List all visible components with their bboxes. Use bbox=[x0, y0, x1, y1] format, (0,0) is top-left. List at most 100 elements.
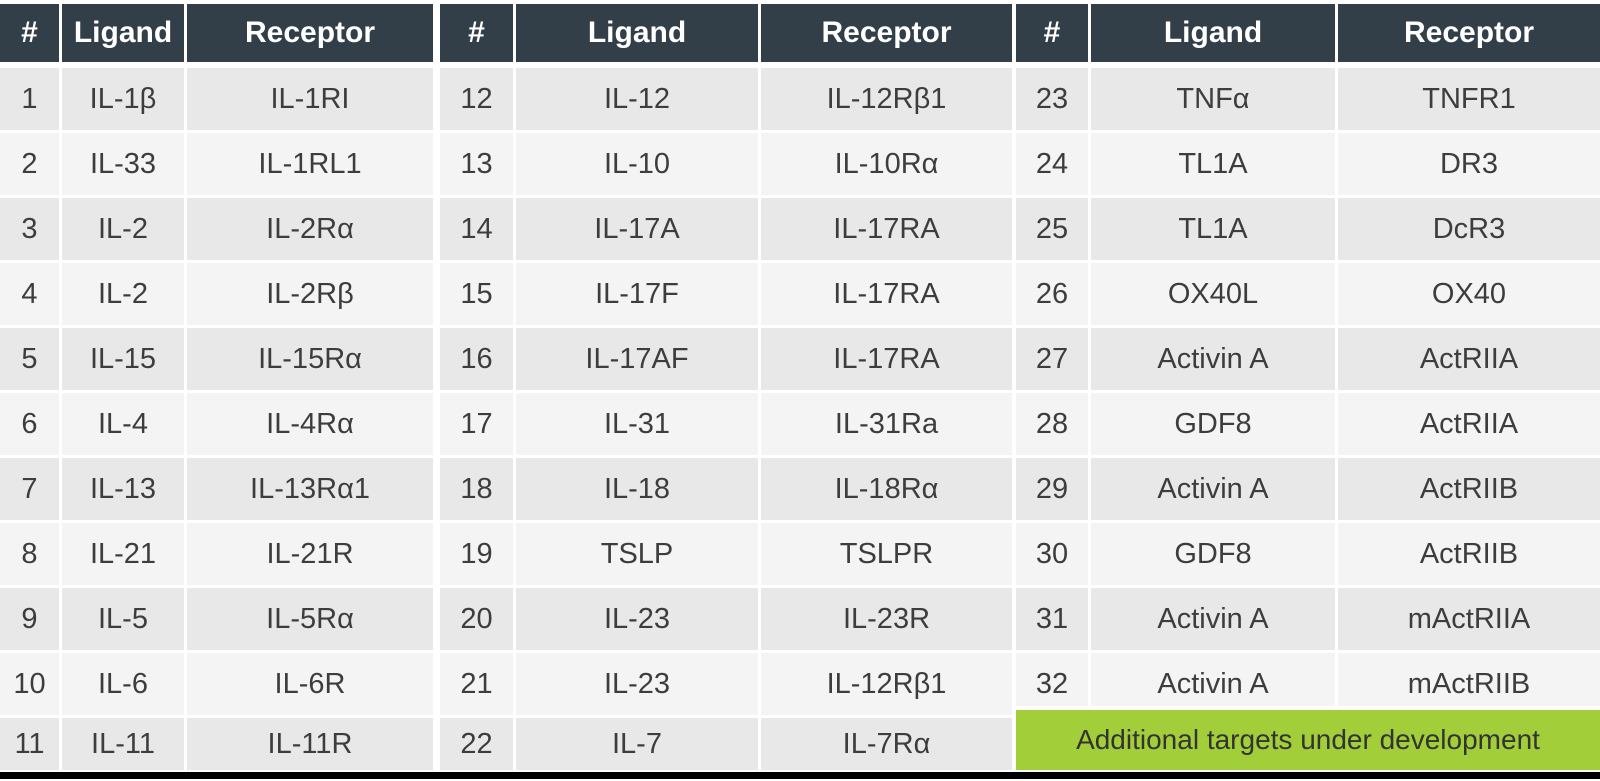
header-row: # Ligand Receptor bbox=[0, 4, 433, 62]
cell-receptor: mActRIIA bbox=[1338, 588, 1600, 650]
table-row: 5 IL-15 IL-15Rα bbox=[0, 328, 433, 390]
cell-ligand: IL-11 bbox=[62, 718, 184, 770]
cell-receptor: IL-15Rα bbox=[187, 328, 433, 390]
cell-number: 11 bbox=[0, 718, 59, 770]
cell-number: 28 bbox=[1016, 393, 1088, 455]
table-row: 29 Activin A ActRIIB bbox=[1016, 458, 1600, 520]
cell-receptor: ActRIIA bbox=[1338, 328, 1600, 390]
cell-receptor: IL-17RA bbox=[761, 328, 1012, 390]
cell-ligand: IL-2 bbox=[62, 263, 184, 325]
cell-ligand: IL-15 bbox=[62, 328, 184, 390]
table-row: 23 TNFα TNFR1 bbox=[1016, 68, 1600, 130]
cell-ligand: IL-23 bbox=[516, 588, 758, 650]
cell-receptor: IL-17RA bbox=[761, 263, 1012, 325]
table-row: 3 IL-2 IL-2Rα bbox=[0, 198, 433, 260]
column-header-number: # bbox=[440, 4, 513, 62]
table-row: 4 IL-2 IL-2Rβ bbox=[0, 263, 433, 325]
cell-receptor: IL-11R bbox=[187, 718, 433, 770]
cell-ligand: TNFα bbox=[1091, 68, 1335, 130]
cell-number: 30 bbox=[1016, 523, 1088, 585]
cell-ligand: IL-1β bbox=[62, 68, 184, 130]
cell-number: 5 bbox=[0, 328, 59, 390]
cell-number: 22 bbox=[440, 718, 513, 770]
header-row: # Ligand Receptor bbox=[440, 4, 1012, 62]
header-row: # Ligand Receptor bbox=[1016, 4, 1600, 62]
cell-number: 13 bbox=[440, 133, 513, 195]
cell-number: 2 bbox=[0, 133, 59, 195]
table-row: 25 TL1A DcR3 bbox=[1016, 198, 1600, 260]
table-row: 17 IL-31 IL-31Ra bbox=[440, 393, 1012, 455]
cell-number: 20 bbox=[440, 588, 513, 650]
table-row: 21 IL-23 IL-12Rβ1 bbox=[440, 653, 1012, 715]
cell-number: 10 bbox=[0, 653, 59, 715]
cell-number: 8 bbox=[0, 523, 59, 585]
table-row: 2 IL-33 IL-1RL1 bbox=[0, 133, 433, 195]
cell-receptor: mActRIIB bbox=[1338, 653, 1600, 715]
cell-ligand: IL-17A bbox=[516, 198, 758, 260]
table-group-2: # Ligand Receptor 12 IL-12 IL-12Rβ1 13 IL-10 IL-… bbox=[440, 4, 1012, 773]
table-row: 13 IL-10 IL-10Rα bbox=[440, 133, 1012, 195]
cell-number: 19 bbox=[440, 523, 513, 585]
cell-receptor: IL-10Rα bbox=[761, 133, 1012, 195]
table-row: 1 IL-1β IL-1RI bbox=[0, 68, 433, 130]
cell-receptor: IL-18Rα bbox=[761, 458, 1012, 520]
cell-number: 6 bbox=[0, 393, 59, 455]
column-header-ligand: Ligand bbox=[1091, 4, 1335, 62]
cell-receptor: IL-23R bbox=[761, 588, 1012, 650]
table-group-3: # Ligand Receptor 23 TNFα TNFR1 24 TL1A DR3 25 TL1… bbox=[1016, 4, 1600, 770]
cell-ligand: Activin A bbox=[1091, 653, 1335, 715]
cell-receptor: IL-2Rβ bbox=[187, 263, 433, 325]
cell-receptor: IL-7Rα bbox=[761, 718, 1012, 770]
cell-number: 3 bbox=[0, 198, 59, 260]
cell-receptor: ActRIIB bbox=[1338, 523, 1600, 585]
cell-receptor: TNFR1 bbox=[1338, 68, 1600, 130]
cell-receptor: IL-1RI bbox=[187, 68, 433, 130]
cell-ligand: IL-5 bbox=[62, 588, 184, 650]
column-header-number: # bbox=[0, 4, 59, 62]
cell-receptor: IL-6R bbox=[187, 653, 433, 715]
cell-number: 25 bbox=[1016, 198, 1088, 260]
cell-receptor: IL-17RA bbox=[761, 198, 1012, 260]
cell-receptor: IL-31Ra bbox=[761, 393, 1012, 455]
table-row: 9 IL-5 IL-5Rα bbox=[0, 588, 433, 650]
cell-ligand: IL-31 bbox=[516, 393, 758, 455]
table-row: 27 Activin A ActRIIA bbox=[1016, 328, 1600, 390]
cell-ligand: TSLP bbox=[516, 523, 758, 585]
table-row: 28 GDF8 ActRIIA bbox=[1016, 393, 1600, 455]
table-row: 6 IL-4 IL-4Rα bbox=[0, 393, 433, 455]
cell-ligand: Activin A bbox=[1091, 588, 1335, 650]
cell-ligand: IL-7 bbox=[516, 718, 758, 770]
table-row: 8 IL-21 IL-21R bbox=[0, 523, 433, 585]
cell-ligand: IL-18 bbox=[516, 458, 758, 520]
cell-receptor: ActRIIA bbox=[1338, 393, 1600, 455]
cell-receptor: IL-21R bbox=[187, 523, 433, 585]
cell-receptor: IL-12Rβ1 bbox=[761, 68, 1012, 130]
table-row: 30 GDF8 ActRIIB bbox=[1016, 523, 1600, 585]
cell-number: 18 bbox=[440, 458, 513, 520]
table-row: 7 IL-13 IL-13Rα1 bbox=[0, 458, 433, 520]
cell-receptor: IL-12Rβ1 bbox=[761, 653, 1012, 715]
cell-ligand: IL-6 bbox=[62, 653, 184, 715]
cell-number: 23 bbox=[1016, 68, 1088, 130]
table-row: 26 OX40L OX40 bbox=[1016, 263, 1600, 325]
cell-number: 21 bbox=[440, 653, 513, 715]
cell-ligand: IL-23 bbox=[516, 653, 758, 715]
cell-ligand: GDF8 bbox=[1091, 393, 1335, 455]
cell-ligand: IL-17AF bbox=[516, 328, 758, 390]
cell-number: 4 bbox=[0, 263, 59, 325]
cell-number: 16 bbox=[440, 328, 513, 390]
cell-ligand: TL1A bbox=[1091, 133, 1335, 195]
cell-number: 17 bbox=[440, 393, 513, 455]
cell-ligand: IL-17F bbox=[516, 263, 758, 325]
cell-receptor: TSLPR bbox=[761, 523, 1012, 585]
cell-number: 27 bbox=[1016, 328, 1088, 390]
cell-ligand: IL-2 bbox=[62, 198, 184, 260]
table-row: 12 IL-12 IL-12Rβ1 bbox=[440, 68, 1012, 130]
column-header-receptor: Receptor bbox=[187, 4, 433, 62]
cell-ligand: IL-4 bbox=[62, 393, 184, 455]
cell-ligand: IL-13 bbox=[62, 458, 184, 520]
cell-receptor: IL-2Rα bbox=[187, 198, 433, 260]
cell-ligand: OX40L bbox=[1091, 263, 1335, 325]
